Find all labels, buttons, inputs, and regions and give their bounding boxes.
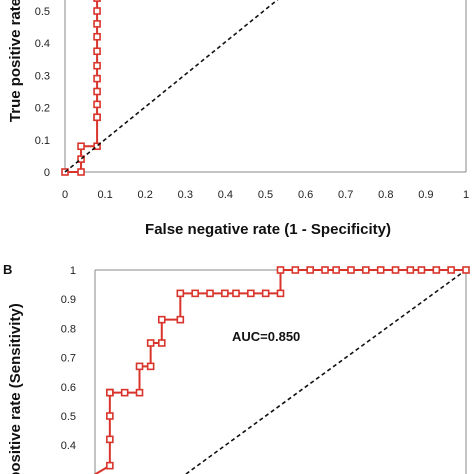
panel-b-y-tick-label: 0.7 <box>61 353 76 365</box>
panel-b-roc-point <box>106 461 114 470</box>
panel-b-roc-point <box>206 289 214 298</box>
panel-b-roc-point <box>157 339 166 347</box>
panel-a-x-tick-label: 0.9 <box>418 189 433 201</box>
panel-b-roc-point <box>157 315 166 324</box>
panel-a-x-tick-label: 0.2 <box>138 189 153 201</box>
panel-b-roc-point <box>406 266 415 274</box>
panel-a-roc-chart: 0 0.1 0.2 0.3 0.4 0.5 0.6 0.7 0.8 0.9 1 0 0.1 0.2 0.3 0… <box>7 0 469 238</box>
panel-a-x-tick-label: 0 <box>62 189 68 201</box>
panel-b-roc-point <box>462 266 470 274</box>
panel-b-roc-point <box>106 412 114 420</box>
panel-a-x-tick-label: 0.8 <box>378 189 393 201</box>
panel-b-roc-point <box>135 388 144 397</box>
panel-b-auc-annotation: AUC=0.850 <box>232 329 300 344</box>
panel-b-roc-point <box>221 289 229 298</box>
panel-b-roc-point <box>191 289 199 298</box>
panel-b-roc-point <box>176 289 185 298</box>
panel-a-roc-point <box>77 142 85 151</box>
panel-a-reference-diagonal <box>64 0 279 173</box>
panel-a-roc-point <box>93 7 101 15</box>
panel-b-roc-point <box>261 289 270 298</box>
panel-b-roc-point <box>321 266 329 274</box>
panel-b-y-tick-label: 1 <box>70 265 76 277</box>
panel-a-x-tick-label: 1 <box>463 189 469 201</box>
panel-a-roc-point <box>77 155 85 163</box>
panel-b-roc-point <box>417 266 426 274</box>
panel-b-roc-point <box>332 266 340 274</box>
panel-b-roc-point <box>306 266 314 274</box>
panel-a-roc-point <box>93 20 101 28</box>
panel-a-y-tick-label: 0.2 <box>35 103 50 115</box>
panel-b-roc-point <box>146 362 155 371</box>
panel-a-roc-point <box>77 168 85 176</box>
panel-b-roc-point <box>106 388 114 397</box>
panel-a-roc-point <box>93 32 101 41</box>
panel-b-roc-chart: B 0.4 0.5 0.6 0.7 0.8 0.9 1 AUC=0.850 positive… <box>3 262 470 474</box>
panel-b-roc-point <box>347 266 355 274</box>
panel-b-roc-point <box>135 362 144 371</box>
panel-b-roc-point <box>376 266 385 274</box>
panel-a-y-tick-label: 0.3 <box>35 70 50 82</box>
panel-b-y-tick-label: 0.4 <box>61 440 76 452</box>
panel-b-reference-diagonal <box>185 269 467 474</box>
panel-b-y-tick-label: 0.9 <box>61 294 76 306</box>
panel-a-y-axis-title: True positive rate <box>7 0 24 122</box>
panel-a-x-axis-title: False negative rate (1 - Specificity) <box>145 221 391 238</box>
panel-a-y-tick-label: 0 <box>44 167 50 179</box>
panel-b-roc-point <box>432 266 441 274</box>
panel-b-y-tick-label: 0.5 <box>61 411 76 423</box>
panel-b-letter: B <box>3 262 12 277</box>
panel-a-roc-point <box>93 142 101 151</box>
panel-a-x-tick-label: 0.6 <box>298 189 313 201</box>
panel-b-roc-point <box>291 266 300 274</box>
panel-a-x-tick-label: 0.4 <box>218 189 233 201</box>
panel-a-x-tick-label: 0.3 <box>178 189 193 201</box>
panel-a-roc-point <box>93 113 101 122</box>
panel-b-roc-point <box>232 289 240 298</box>
panel-a-roc-point <box>93 47 101 56</box>
panel-a-x-tick-label: 0.1 <box>97 189 112 201</box>
panel-a-roc-point <box>93 61 101 70</box>
panel-b-y-tick-label: 0.6 <box>61 382 76 394</box>
panel-b-roc-point <box>276 289 285 298</box>
panel-b-roc-point <box>120 388 129 397</box>
panel-a-y-tick-label: 0.5 <box>35 6 50 18</box>
panel-a-x-tick-label: 0.5 <box>258 189 273 201</box>
panel-b-y-axis-title: positive rate (Sensitivity) <box>7 303 24 474</box>
panel-b-roc-point <box>247 289 255 298</box>
panel-a-roc-point <box>93 87 101 96</box>
panel-b-roc-point <box>447 266 455 274</box>
panel-b-roc-point <box>106 435 114 444</box>
panel-a-roc-point <box>93 0 101 2</box>
panel-a-y-tick-label: 0.1 <box>35 135 50 147</box>
panel-b-roc-point <box>276 266 285 274</box>
panel-b-roc-point <box>146 339 155 347</box>
panel-a-roc-point <box>93 74 101 83</box>
panel-b-roc-point <box>391 266 400 274</box>
panel-a-roc-point <box>93 100 101 109</box>
panel-a-x-tick-label: 0.7 <box>338 189 353 201</box>
panel-a-y-tick-label: 0.4 <box>35 38 50 50</box>
panel-b-roc-point <box>176 315 185 324</box>
panel-b-y-tick-label: 0.8 <box>61 323 76 335</box>
panel-b-roc-curve <box>93 269 466 474</box>
panel-b-roc-point <box>362 266 370 274</box>
